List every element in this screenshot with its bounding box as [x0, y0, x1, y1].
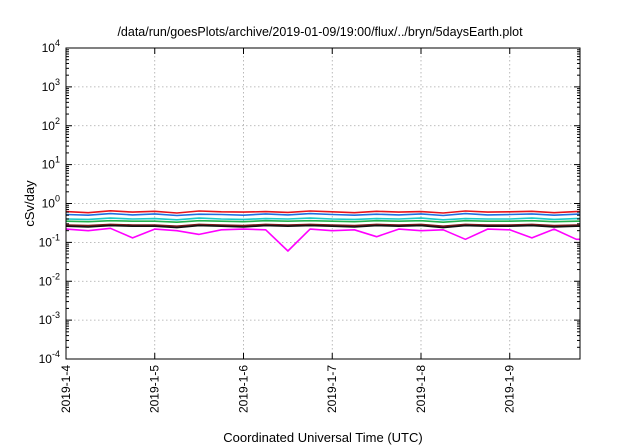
- x-tick-labels: 2019-1-4 2019-1-5 2019-1-6 2019-1-7 2019-1-8…: [59, 365, 517, 413]
- series-line-6: [65, 224, 580, 229]
- chart-title: /data/run/goesPlots/archive/2019-01-09/1…: [117, 25, 523, 39]
- series-line-1: [65, 210, 580, 214]
- series-layer: [65, 210, 580, 252]
- x-tick-label: 2019-1-9: [503, 365, 517, 413]
- y-tick-label: 101: [42, 155, 60, 172]
- y-axis-label: cSv/day: [22, 180, 37, 227]
- y-tick-labels: 10-4 10-3 10-2 10-1 100 101 102 103 104: [39, 38, 60, 366]
- y-tick-label: 103: [42, 77, 60, 94]
- x-tick-label: 2019-1-4: [59, 365, 73, 413]
- y-tick-label: 104: [42, 38, 60, 55]
- x-axis-label: Coordinated Universal Time (UTC): [223, 430, 422, 445]
- x-tick-label: 2019-1-6: [236, 365, 250, 413]
- x-tick-label: 2019-1-8: [414, 365, 428, 413]
- y-tick-label: 102: [42, 116, 60, 133]
- x-tick-label: 2019-1-5: [148, 365, 162, 413]
- series-line-3: [65, 217, 580, 221]
- y-tick-label: 10-3: [39, 310, 60, 327]
- series-line-2: [65, 212, 580, 217]
- series-line-5: [65, 223, 580, 227]
- y-tick-label: 10-2: [39, 271, 60, 288]
- x-tick-label: 2019-1-7: [325, 365, 339, 413]
- series-line-7: [65, 227, 580, 252]
- y-tick-label: 10-1: [39, 232, 60, 249]
- y-tick-label: 100: [42, 194, 60, 211]
- y-tick-label: 10-4: [39, 349, 60, 366]
- grid: [66, 48, 580, 359]
- series-line-4: [65, 219, 580, 223]
- ticks: [65, 47, 580, 360]
